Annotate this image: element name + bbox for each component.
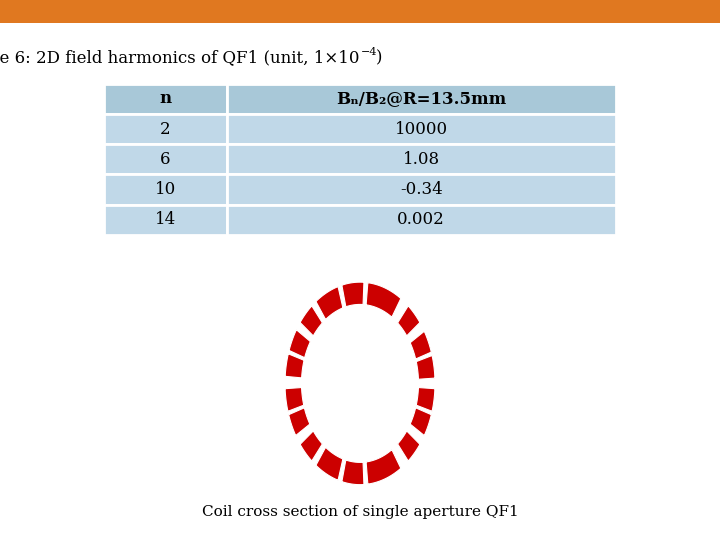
Polygon shape (316, 447, 343, 480)
Polygon shape (289, 330, 310, 357)
Polygon shape (397, 431, 420, 461)
Text: 0.002: 0.002 (397, 211, 445, 228)
FancyBboxPatch shape (104, 205, 227, 235)
Text: −4: −4 (360, 48, 377, 57)
Text: Coil cross section of single aperture QF1: Coil cross section of single aperture QF… (202, 505, 518, 519)
Polygon shape (300, 306, 323, 336)
FancyBboxPatch shape (227, 174, 616, 205)
Polygon shape (316, 287, 343, 320)
Text: Bₙ/B₂@R=13.5mm: Bₙ/B₂@R=13.5mm (336, 90, 506, 107)
Text: 2: 2 (161, 120, 171, 138)
Text: 14: 14 (155, 211, 176, 228)
Text: 10000: 10000 (395, 120, 448, 138)
Polygon shape (410, 331, 431, 359)
Polygon shape (342, 282, 364, 307)
FancyBboxPatch shape (227, 84, 616, 114)
Polygon shape (300, 431, 323, 461)
FancyBboxPatch shape (0, 0, 720, 23)
Polygon shape (416, 388, 435, 411)
FancyBboxPatch shape (104, 144, 227, 174)
Text: n: n (160, 90, 171, 107)
FancyBboxPatch shape (227, 144, 616, 174)
Text: 6: 6 (161, 151, 171, 168)
Text: -0.34: -0.34 (400, 181, 443, 198)
FancyBboxPatch shape (104, 174, 227, 205)
FancyBboxPatch shape (227, 114, 616, 144)
Text: Table 6: 2D field harmonics of QF1 (unit, 1×10: Table 6: 2D field harmonics of QF1 (unit… (0, 49, 360, 66)
Polygon shape (285, 388, 304, 411)
Polygon shape (416, 355, 435, 379)
Text: 1.08: 1.08 (402, 151, 440, 168)
Polygon shape (366, 450, 401, 484)
Polygon shape (410, 408, 431, 436)
FancyBboxPatch shape (227, 205, 616, 235)
Text: 10: 10 (155, 181, 176, 198)
FancyBboxPatch shape (104, 84, 227, 114)
Polygon shape (366, 283, 401, 317)
Polygon shape (342, 460, 364, 484)
Polygon shape (285, 354, 304, 378)
Polygon shape (397, 306, 420, 336)
FancyBboxPatch shape (104, 114, 227, 144)
Text: ): ) (376, 49, 382, 66)
Polygon shape (289, 408, 310, 436)
